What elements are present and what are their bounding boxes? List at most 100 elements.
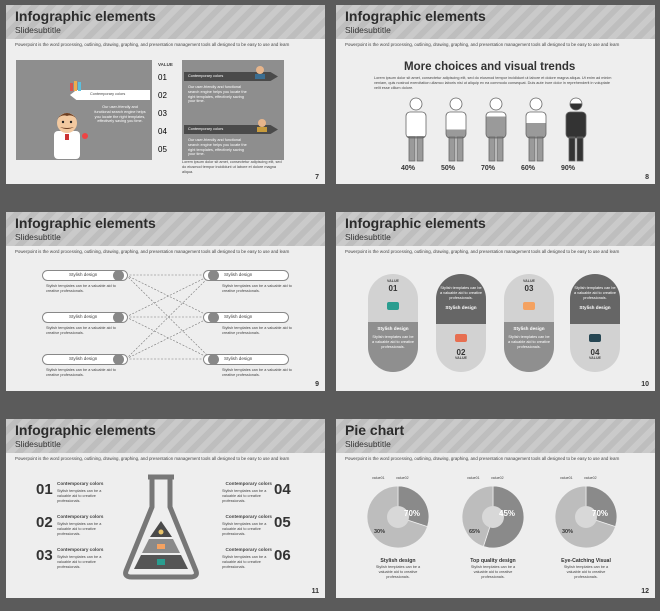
percent-label: 70% bbox=[481, 165, 496, 172]
trends-body: Lorem ipsum dolor sit amet, consectetur … bbox=[374, 76, 612, 90]
value-number: 04 bbox=[590, 348, 600, 357]
slide-title: Infographic elements bbox=[345, 8, 486, 24]
slide-desc: Powerpoint is the word processing, outli… bbox=[15, 456, 290, 461]
design-label: Stylish design bbox=[377, 326, 409, 331]
design-label: Stylish design bbox=[224, 356, 253, 361]
left-card-body: Our user-friendly and functional search … bbox=[94, 105, 146, 124]
item-title: Contemporary colors bbox=[225, 547, 272, 552]
pie-value-big: 45% bbox=[499, 509, 516, 518]
design-label: Stylish design bbox=[513, 326, 545, 331]
slide-7[interactable]: Infographic elements Slidesubtitle Power… bbox=[6, 5, 325, 184]
item-title: Contemporary colors bbox=[57, 547, 104, 552]
legend-item: value02 bbox=[491, 476, 504, 480]
value-number: 05 bbox=[158, 145, 167, 154]
design-label: Stylish design bbox=[445, 305, 477, 310]
value-label: VALUE bbox=[455, 356, 467, 360]
people-bar-chart bbox=[405, 97, 587, 162]
trends-heading: More choices and visual trends bbox=[404, 61, 576, 73]
slide-subtitle: Slidesubtitle bbox=[15, 232, 61, 242]
slide-8[interactable]: Infographic elements Slidesubtitle Power… bbox=[336, 5, 655, 184]
capsule-dark-half: Stylish design Stylish templates can be a… bbox=[504, 322, 554, 372]
design-pill-left: Stylish design bbox=[42, 312, 128, 323]
books-icon bbox=[70, 81, 81, 91]
item-title: Contemporary colors bbox=[57, 481, 104, 486]
flask-icon bbox=[123, 474, 199, 580]
design-label: Stylish design bbox=[579, 305, 611, 310]
item-number: 04 bbox=[274, 481, 291, 498]
fill-level bbox=[486, 116, 506, 161]
slide-header: Pie chart Slidesubtitle bbox=[336, 419, 655, 453]
person-figure bbox=[405, 97, 427, 162]
illustration-icon bbox=[387, 302, 399, 310]
right-card-body-2: Our user-friendly and functional search … bbox=[188, 138, 247, 157]
slide-header: Infographic elements Slidesubtitle bbox=[6, 5, 325, 39]
capsule-dark-half: Stylish design Stylish templates can be a… bbox=[570, 274, 620, 324]
slide-header: Infographic elements Slidesubtitle bbox=[6, 419, 325, 453]
slide-9[interactable]: Infographic elements Slidesubtitle Power… bbox=[6, 212, 325, 391]
value-label: VALUE bbox=[387, 279, 399, 283]
pie-label: Top quality design bbox=[470, 558, 516, 564]
design-label: Stylish design bbox=[224, 272, 253, 277]
fill-level bbox=[446, 129, 466, 161]
pie-slice bbox=[461, 485, 494, 547]
design-label: Stylish design bbox=[224, 314, 253, 319]
design-label: Stylish design bbox=[69, 272, 98, 277]
item-number: 03 bbox=[36, 547, 53, 564]
person-figure bbox=[485, 97, 507, 162]
right-arrow-2 bbox=[184, 125, 278, 134]
slide-12[interactable]: Pie chart Slidesubtitle Powerpoint is th… bbox=[336, 419, 655, 598]
left-arrow-label bbox=[70, 90, 150, 100]
slide-header: Infographic elements Slidesubtitle bbox=[6, 212, 325, 246]
icon-badge bbox=[113, 312, 124, 323]
design-body: Stylish templates can be a valuable aid … bbox=[46, 326, 116, 335]
connector-lines bbox=[125, 274, 212, 360]
item-number: 01 bbox=[36, 481, 53, 498]
page-number: 9 bbox=[315, 381, 319, 388]
right-card-body-1: Our user-friendly and functional search … bbox=[188, 85, 247, 104]
item-body: Stylish templates can be a valuable aid … bbox=[222, 489, 267, 503]
value-numbers: 01 02 03 04 05 bbox=[158, 73, 178, 163]
legend-item: value01 bbox=[560, 476, 573, 480]
design-body: Stylish templates can be a valuable aid … bbox=[574, 286, 617, 300]
value-number: 01 bbox=[158, 73, 167, 82]
pie-body: Stylish templates can be a valuable aid … bbox=[563, 565, 609, 579]
slide-11[interactable]: Infographic elements Slidesubtitle Power… bbox=[6, 419, 325, 598]
pie-center bbox=[387, 506, 409, 528]
illustration-icon bbox=[455, 334, 467, 342]
value-label: VALUE bbox=[523, 279, 535, 283]
icon-badge bbox=[208, 312, 219, 323]
illustration-icon bbox=[589, 334, 601, 342]
page-number: 10 bbox=[641, 381, 649, 388]
slide-header: Infographic elements Slidesubtitle bbox=[336, 5, 655, 39]
slide-subtitle: Slidesubtitle bbox=[345, 232, 391, 242]
item-body: Stylish templates can be a valuable aid … bbox=[222, 522, 267, 536]
capsule-card: Stylish design Stylish templates can be a… bbox=[436, 274, 486, 372]
left-gray-panel bbox=[16, 60, 152, 160]
slide-10[interactable]: Infographic elements Slidesubtitle Power… bbox=[336, 212, 655, 391]
icon-badge bbox=[208, 270, 219, 281]
slide-title: Pie chart bbox=[345, 422, 405, 438]
slide-subtitle: Slidesubtitle bbox=[15, 439, 61, 449]
percent-label: 90% bbox=[561, 165, 576, 172]
icon-badge bbox=[113, 270, 124, 281]
design-pill-right: Stylish design bbox=[203, 270, 289, 281]
slide-title: Infographic elements bbox=[15, 215, 156, 231]
design-body: Stylish templates can be a valuable aid … bbox=[440, 286, 483, 300]
page-number: 12 bbox=[641, 588, 649, 595]
slide-desc: Powerpoint is the word processing, outli… bbox=[345, 456, 620, 461]
page-number: 11 bbox=[311, 588, 319, 595]
pie-label: Eye-Catching Visual bbox=[561, 558, 611, 564]
design-body: Stylish templates can be a valuable aid … bbox=[222, 326, 292, 335]
legend-item: value01 bbox=[467, 476, 480, 480]
design-label: Stylish design bbox=[69, 356, 98, 361]
bottom-text: Lorem ipsum dolor sit amet, consectetur … bbox=[182, 160, 282, 174]
percent-labels: 40% 50% 70% 60% 90% bbox=[392, 165, 612, 175]
percent-label: 50% bbox=[441, 165, 456, 172]
slide-title: Infographic elements bbox=[345, 215, 486, 231]
slide-desc: Powerpoint is the word processing, outli… bbox=[345, 249, 620, 254]
slide-subtitle: Slidesubtitle bbox=[345, 25, 391, 35]
design-body: Stylish templates can be a valuable aid … bbox=[222, 368, 292, 377]
legend-item: value02 bbox=[584, 476, 597, 480]
icon-badge bbox=[113, 354, 124, 365]
doctor-illustration bbox=[54, 113, 88, 159]
